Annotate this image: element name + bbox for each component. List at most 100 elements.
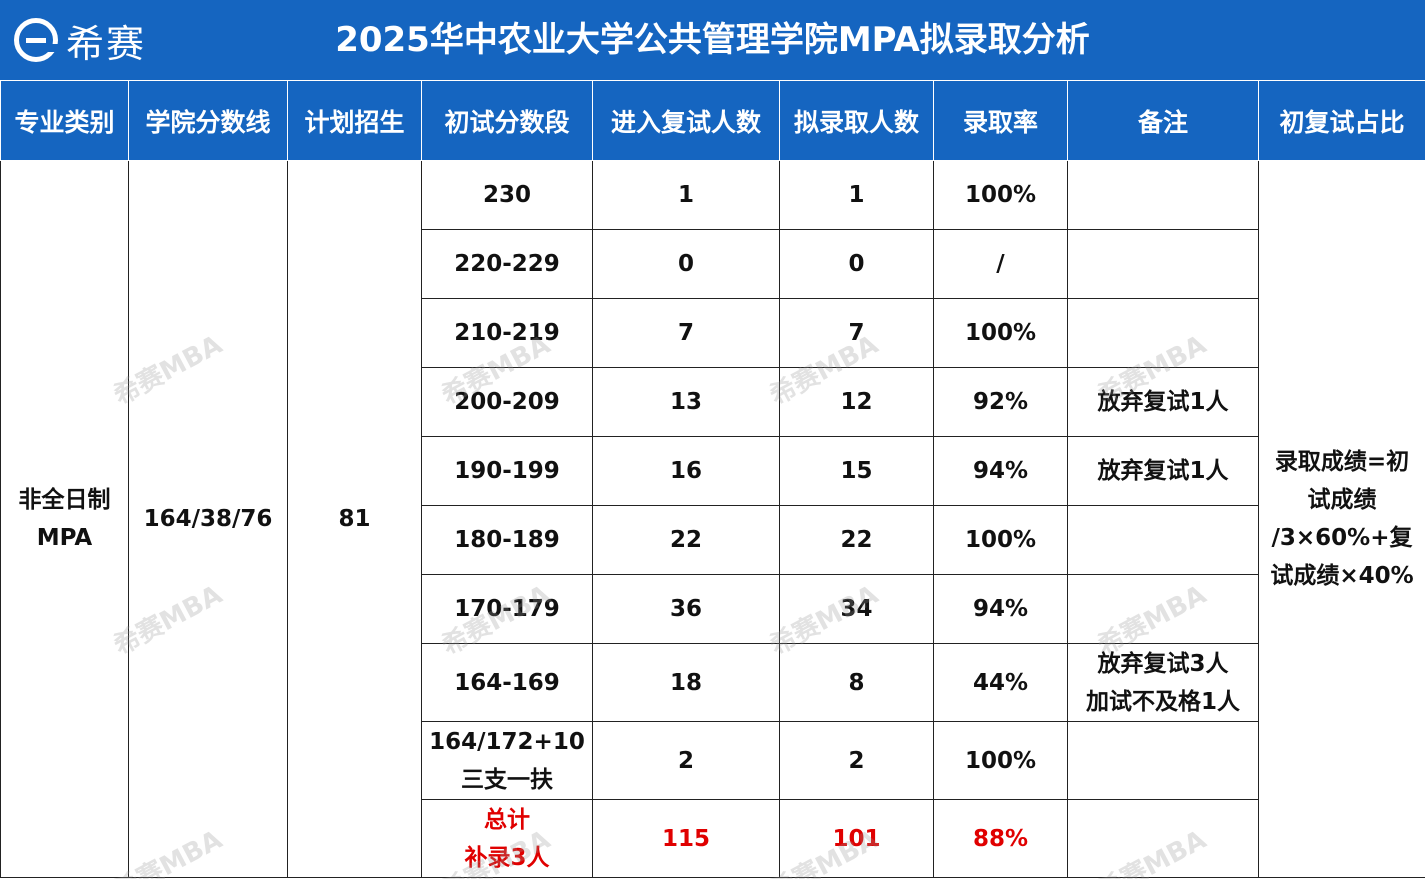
admitted-count-cell: 15	[779, 436, 934, 506]
retest-count-cell: 22	[592, 505, 780, 575]
note-cell	[1067, 574, 1259, 644]
note-cell: 放弃复试1人	[1067, 436, 1259, 506]
score-range-cell-line: 170-179	[454, 596, 560, 622]
note-cell: 放弃复试1人	[1067, 367, 1259, 437]
score-range-cell: 180-189	[421, 505, 593, 575]
score-ratio-cell-line: 试成绩×40%	[1270, 563, 1414, 589]
admitted-count-cell: 34	[779, 574, 934, 644]
note-cell	[1067, 298, 1259, 368]
score-range-cell: 230	[421, 160, 593, 230]
table-row: 164/172+10 三支一扶 2 2 100%	[1, 721, 1425, 800]
note-cell	[1067, 505, 1259, 575]
col-header-note: 备注	[1067, 80, 1259, 161]
admission-rate-cell: 92%	[933, 367, 1068, 437]
note-cell: 放弃复试3人 加试不及格1人	[1067, 643, 1259, 722]
total-label-cell-line: 总计	[484, 806, 530, 833]
note-cell	[1067, 160, 1259, 230]
total-label-cell: 总计补录3人	[421, 799, 593, 878]
total-retest-cell: 115	[592, 799, 780, 878]
admitted-count-cell: 2	[779, 721, 934, 800]
total-row: 总计 补录3人 115 101 88%	[1, 799, 1425, 878]
score-range-cell-line: 164/172+10	[429, 728, 585, 755]
admission-rate-cell: /	[933, 229, 1068, 299]
score-range-cell: 164-169	[421, 643, 593, 722]
score-range-cell: 170-179	[421, 574, 593, 644]
col-header-category: 专业类别	[0, 80, 129, 161]
note-cell-line: 放弃复试1人	[1097, 389, 1229, 415]
logo-e-icon	[14, 18, 59, 62]
note-cell-line: 放弃复试1人	[1097, 458, 1229, 484]
admitted-count-cell: 12	[779, 367, 934, 437]
table-row: 190-199 16 15 94% 放弃复试1人	[1, 436, 1425, 506]
retest-count-cell: 36	[592, 574, 780, 644]
admission-rate-cell: 94%	[933, 574, 1068, 644]
retest-count-cell: 0	[592, 229, 780, 299]
retest-count-cell: 1	[592, 160, 780, 230]
score-range-cell-line: 164-169	[454, 669, 560, 696]
col-header-ratio: 初复试占比	[1258, 80, 1425, 161]
admitted-count-cell: 7	[779, 298, 934, 368]
retest-count-cell: 13	[592, 367, 780, 437]
admission-rate-cell: 100%	[933, 505, 1068, 575]
total-label-cell-line: 补录3人	[464, 844, 550, 871]
cutoff-cell: 164/38/76	[128, 160, 288, 878]
col-header-retest: 进入复试人数	[592, 80, 780, 161]
admission-rate-cell: 100%	[933, 298, 1068, 368]
logo: 希赛	[14, 14, 146, 66]
table-row: 210-219 7 7 100%	[1, 298, 1425, 368]
score-range-cell: 164/172+10 三支一扶	[421, 721, 593, 800]
total-rate-cell: 88%	[933, 799, 1068, 878]
total-admitted-cell: 101	[779, 799, 934, 878]
score-range-cell-line: 三支一扶	[461, 766, 553, 793]
admission-table: 专业类别 学院分数线 计划招生 初试分数段 进入复试人数 拟录取人数 录取率 备…	[0, 80, 1425, 878]
note-cell	[1067, 229, 1259, 299]
admission-rate-cell: 100%	[933, 721, 1068, 800]
retest-count-cell: 2	[592, 721, 780, 800]
score-range-cell-line: 210-219	[454, 320, 560, 346]
page-title: 2025华中农业大学公共管理学院MPA拟录取分析	[335, 20, 1090, 60]
note-cell-line: 放弃复试3人	[1097, 650, 1229, 677]
admission-rate-cell: 100%	[933, 160, 1068, 230]
score-range-cell-line: 220-229	[454, 251, 560, 277]
title-banner: 希赛 2025华中农业大学公共管理学院MPA拟录取分析	[0, 0, 1425, 80]
retest-count-cell: 7	[592, 298, 780, 368]
table-row: 164-169 18 8 44% 放弃复试3人 加试不及格1人	[1, 643, 1425, 722]
col-header-plan: 计划招生	[287, 80, 422, 161]
admitted-count-cell: 1	[779, 160, 934, 230]
admission-rate-cell: 44%	[933, 643, 1068, 722]
admitted-count-cell: 22	[779, 505, 934, 575]
logo-text: 希赛	[66, 21, 147, 66]
score-ratio-cell: 录取成绩=初 试成绩/3×60%+复 试成绩×40%	[1258, 160, 1425, 878]
retest-count-cell: 18	[592, 643, 780, 722]
col-header-cutoff: 学院分数线	[128, 80, 288, 161]
note-cell	[1067, 721, 1259, 800]
category-cell: 非全日制 MPA	[0, 160, 129, 878]
score-ratio-cell-line: /3×60%+复	[1271, 525, 1413, 551]
table-row: 220-229 0 0/	[1, 229, 1425, 299]
score-ratio-cell-line: 录取成绩=初	[1274, 449, 1410, 475]
score-ratio-cell-line: 试成绩	[1307, 487, 1377, 513]
table-row: 非全日制 MPA 164/38/76 81 230 1 1 100% 录取成绩=初 试成绩/3×6…	[0, 160, 1425, 878]
retest-count-cell: 16	[592, 436, 780, 506]
plan-cell: 81	[287, 160, 422, 878]
header-row: 专业类别 学院分数线 计划招生 初试分数段 进入复试人数 拟录取人数 录取率 备…	[0, 80, 1425, 161]
score-range-cell: 200-209	[421, 367, 593, 437]
admission-rate-cell: 94%	[933, 436, 1068, 506]
col-header-range: 初试分数段	[421, 80, 593, 161]
table-row: 170-179 36 34 94%	[1, 574, 1425, 644]
category-cell-line: 非全日制	[18, 487, 111, 513]
score-range-cell: 190-199	[421, 436, 593, 506]
total-note-cell	[1067, 799, 1259, 878]
col-header-rate: 录取率	[933, 80, 1068, 161]
score-range-cell: 220-229	[421, 229, 593, 299]
admitted-count-cell: 0	[779, 229, 934, 299]
note-cell-line: 加试不及格1人	[1085, 688, 1240, 715]
score-range-cell-line: 230	[482, 182, 531, 208]
admitted-count-cell: 8	[779, 643, 934, 722]
score-range-cell: 210-219	[421, 298, 593, 368]
score-range-cell-line: 180-189	[454, 527, 560, 553]
category-cell-line: MPA	[36, 525, 93, 551]
score-range-cell-line: 190-199	[454, 458, 560, 484]
col-header-admitted: 拟录取人数	[779, 80, 934, 161]
